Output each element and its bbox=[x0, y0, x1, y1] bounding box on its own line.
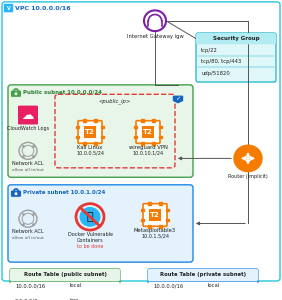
Text: ☁: ☁ bbox=[22, 109, 34, 122]
Bar bbox=[159, 126, 162, 128]
FancyBboxPatch shape bbox=[12, 91, 21, 96]
Text: 🐋: 🐋 bbox=[87, 212, 93, 222]
Bar bbox=[141, 142, 144, 145]
Bar bbox=[166, 219, 169, 221]
Text: Internet Gateway igw: Internet Gateway igw bbox=[127, 34, 183, 39]
Text: igw: igw bbox=[70, 298, 79, 300]
Text: VPC 10.0.0.0/16: VPC 10.0.0.0/16 bbox=[15, 6, 70, 11]
Bar bbox=[166, 208, 169, 211]
FancyBboxPatch shape bbox=[149, 209, 161, 221]
Text: udp/51820: udp/51820 bbox=[201, 71, 230, 76]
Text: Route Table (public subnet): Route Table (public subnet) bbox=[23, 272, 107, 278]
Bar bbox=[159, 202, 162, 205]
Bar bbox=[141, 219, 144, 221]
FancyBboxPatch shape bbox=[148, 269, 258, 297]
FancyBboxPatch shape bbox=[142, 126, 154, 138]
FancyBboxPatch shape bbox=[10, 269, 120, 300]
Bar bbox=[148, 202, 151, 205]
Bar bbox=[152, 119, 155, 122]
FancyBboxPatch shape bbox=[8, 85, 193, 177]
Text: wireguard VPN: wireguard VPN bbox=[129, 145, 168, 150]
Text: 10.0.1.5/24: 10.0.1.5/24 bbox=[141, 234, 169, 239]
Text: allow all in/out: allow all in/out bbox=[12, 168, 44, 172]
Text: ✓: ✓ bbox=[175, 96, 181, 101]
FancyBboxPatch shape bbox=[196, 33, 276, 82]
FancyBboxPatch shape bbox=[143, 204, 167, 226]
Text: Network ACL: Network ACL bbox=[12, 229, 44, 234]
Text: T2: T2 bbox=[143, 129, 153, 135]
Text: V: V bbox=[6, 5, 10, 10]
Polygon shape bbox=[173, 96, 182, 103]
Text: allow all in/out: allow all in/out bbox=[12, 236, 44, 240]
Text: local: local bbox=[70, 283, 82, 288]
FancyBboxPatch shape bbox=[8, 185, 193, 262]
Text: 0.0.0.0/0: 0.0.0.0/0 bbox=[15, 298, 39, 300]
Text: Private subnet 10.0.1.0/24: Private subnet 10.0.1.0/24 bbox=[23, 190, 105, 195]
Text: tcp/22: tcp/22 bbox=[201, 48, 218, 53]
Text: T2: T2 bbox=[85, 129, 95, 135]
Bar bbox=[141, 208, 144, 211]
Text: Metasploitable3: Metasploitable3 bbox=[134, 228, 176, 233]
Text: Security Group: Security Group bbox=[213, 36, 259, 41]
FancyBboxPatch shape bbox=[18, 106, 38, 124]
Bar bbox=[148, 225, 151, 228]
Text: Router (implicit): Router (implicit) bbox=[228, 174, 268, 179]
Text: T2: T2 bbox=[150, 212, 160, 218]
Text: Route Table (private subnet): Route Table (private subnet) bbox=[160, 272, 246, 278]
Bar bbox=[76, 136, 79, 138]
Bar bbox=[159, 225, 162, 228]
FancyBboxPatch shape bbox=[3, 3, 14, 13]
Text: local: local bbox=[208, 283, 220, 288]
Bar bbox=[94, 119, 97, 122]
FancyBboxPatch shape bbox=[12, 191, 21, 196]
FancyBboxPatch shape bbox=[78, 121, 102, 143]
FancyBboxPatch shape bbox=[148, 269, 258, 281]
Text: Containers: Containers bbox=[77, 238, 103, 243]
Circle shape bbox=[15, 193, 17, 194]
FancyBboxPatch shape bbox=[84, 126, 96, 138]
Text: CloudWatch Logs: CloudWatch Logs bbox=[7, 126, 49, 131]
Text: Kali Linux: Kali Linux bbox=[77, 145, 103, 150]
Circle shape bbox=[234, 145, 262, 172]
Text: 10.0.0.5/24: 10.0.0.5/24 bbox=[76, 151, 104, 156]
FancyBboxPatch shape bbox=[2, 2, 280, 281]
Bar bbox=[134, 126, 137, 128]
Text: 10.0.0.0/16: 10.0.0.0/16 bbox=[153, 283, 183, 288]
Text: 10.0.10.1/24: 10.0.10.1/24 bbox=[133, 151, 164, 156]
FancyBboxPatch shape bbox=[196, 33, 276, 44]
Bar bbox=[76, 126, 79, 128]
Text: Network ACL: Network ACL bbox=[12, 161, 44, 166]
Bar bbox=[101, 126, 104, 128]
Bar bbox=[141, 119, 144, 122]
Bar bbox=[83, 142, 86, 145]
FancyBboxPatch shape bbox=[136, 121, 160, 143]
Text: tcp/80, tcp/443: tcp/80, tcp/443 bbox=[201, 59, 241, 64]
Bar bbox=[134, 136, 137, 138]
Bar bbox=[152, 142, 155, 145]
Circle shape bbox=[80, 208, 100, 226]
Bar bbox=[159, 136, 162, 138]
Text: to be done: to be done bbox=[77, 244, 103, 249]
Bar bbox=[101, 136, 104, 138]
Text: 10.0.0.0/16: 10.0.0.0/16 bbox=[15, 283, 45, 288]
Bar bbox=[83, 119, 86, 122]
FancyBboxPatch shape bbox=[10, 269, 120, 281]
Text: Docker Vulnerable: Docker Vulnerable bbox=[67, 232, 113, 237]
Text: <public_ip>: <public_ip> bbox=[99, 98, 131, 104]
Text: Public subnet 10.0.0.0/24: Public subnet 10.0.0.0/24 bbox=[23, 90, 102, 95]
Circle shape bbox=[15, 93, 17, 94]
Bar bbox=[94, 142, 97, 145]
